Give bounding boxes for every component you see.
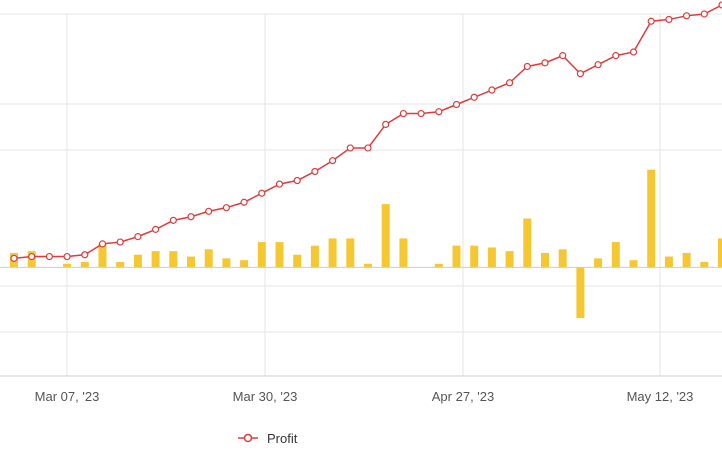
profit-point-33 xyxy=(594,61,602,69)
bar-25 xyxy=(452,245,461,268)
legend-profit-label: Profit xyxy=(267,431,298,446)
profit-point-16 xyxy=(293,176,301,185)
bar-3 xyxy=(63,263,72,268)
profit-point-22 xyxy=(399,109,407,118)
bar-26 xyxy=(470,245,479,268)
bar-5 xyxy=(98,243,107,268)
legend[interactable]: Profit xyxy=(238,431,298,446)
profit-point-25 xyxy=(452,100,461,109)
profit-point-13 xyxy=(240,198,248,206)
grid xyxy=(0,13,722,376)
x-tick-label-2: Apr 27, '23 xyxy=(432,389,494,404)
profit-point-9 xyxy=(169,216,177,224)
profit-point-4 xyxy=(81,251,89,259)
bar-40 xyxy=(718,238,722,268)
bar-15 xyxy=(275,242,284,268)
profit-point-32 xyxy=(576,70,585,78)
bar-19 xyxy=(346,238,355,268)
profit-point-27 xyxy=(488,86,496,94)
profit-point-1 xyxy=(28,252,36,261)
profit-point-37 xyxy=(665,15,673,24)
profit-point-35 xyxy=(629,48,638,56)
bar-13 xyxy=(240,260,249,268)
profit-line xyxy=(13,4,722,260)
profit-line-series xyxy=(10,1,722,262)
profit-point-6 xyxy=(116,238,124,246)
profit-point-2 xyxy=(45,252,54,261)
profit-point-30 xyxy=(541,59,549,67)
bar-series xyxy=(10,169,722,319)
bar-16 xyxy=(293,254,302,268)
profit-point-28 xyxy=(506,79,514,87)
x-tick-label-1: Mar 30, '23 xyxy=(233,389,298,404)
bar-10 xyxy=(187,256,195,268)
profit-point-26 xyxy=(470,93,478,101)
bar-24 xyxy=(434,263,443,268)
bar-8 xyxy=(151,251,160,268)
bar-32 xyxy=(576,267,585,319)
profit-point-12 xyxy=(222,204,230,212)
bar-22 xyxy=(399,238,408,268)
profit-point-29 xyxy=(523,62,531,71)
bar-38 xyxy=(682,252,691,268)
profit-point-0 xyxy=(10,254,18,262)
profit-point-3 xyxy=(63,252,71,261)
profit-point-31 xyxy=(559,52,567,60)
bar-12 xyxy=(222,258,231,268)
profit-point-21 xyxy=(382,120,390,129)
bar-29 xyxy=(523,218,532,268)
profit-point-15 xyxy=(275,180,284,188)
profit-point-39 xyxy=(700,10,708,18)
bar-33 xyxy=(594,258,603,268)
profit-point-7 xyxy=(134,233,142,241)
bar-28 xyxy=(505,251,514,268)
bar-31 xyxy=(558,249,567,268)
bar-39 xyxy=(700,261,709,268)
profit-point-23 xyxy=(417,109,425,118)
profit-point-18 xyxy=(329,157,337,165)
profit-point-34 xyxy=(612,52,620,60)
bar-6 xyxy=(116,261,125,268)
bar-37 xyxy=(664,256,673,268)
profit-point-38 xyxy=(682,12,691,20)
profit-point-8 xyxy=(152,225,160,233)
x-tick-label-0: Mar 07, '23 xyxy=(35,389,100,404)
bar-11 xyxy=(204,249,213,268)
bar-35 xyxy=(629,260,638,268)
bar-17 xyxy=(310,245,319,268)
profit-point-10 xyxy=(187,213,195,221)
bar-14 xyxy=(257,242,266,268)
bar-27 xyxy=(487,247,496,268)
profit-point-5 xyxy=(98,240,107,248)
profit-point-14 xyxy=(258,189,266,197)
bar-36 xyxy=(647,169,656,268)
bar-4 xyxy=(80,261,89,268)
bar-34 xyxy=(611,242,620,268)
profit-point-20 xyxy=(364,144,372,152)
profit-point-11 xyxy=(205,207,213,215)
bar-9 xyxy=(169,251,178,268)
profit-point-40 xyxy=(718,1,722,9)
x-axis: Mar 07, '23 Mar 30, '23 Apr 27, '23 May 12,… xyxy=(0,375,722,404)
bar-21 xyxy=(381,204,390,268)
bar-18 xyxy=(328,238,337,268)
bar-20 xyxy=(364,263,372,268)
profit-point-19 xyxy=(346,144,354,152)
profit-point-17 xyxy=(311,167,319,176)
bar-7 xyxy=(133,254,142,268)
legend-profit-marker-icon xyxy=(243,433,253,443)
profit-point-36 xyxy=(647,17,655,25)
bar-30 xyxy=(541,252,549,268)
x-tick-label-3: May 12, '23 xyxy=(627,389,694,404)
profit-point-24 xyxy=(435,108,443,116)
